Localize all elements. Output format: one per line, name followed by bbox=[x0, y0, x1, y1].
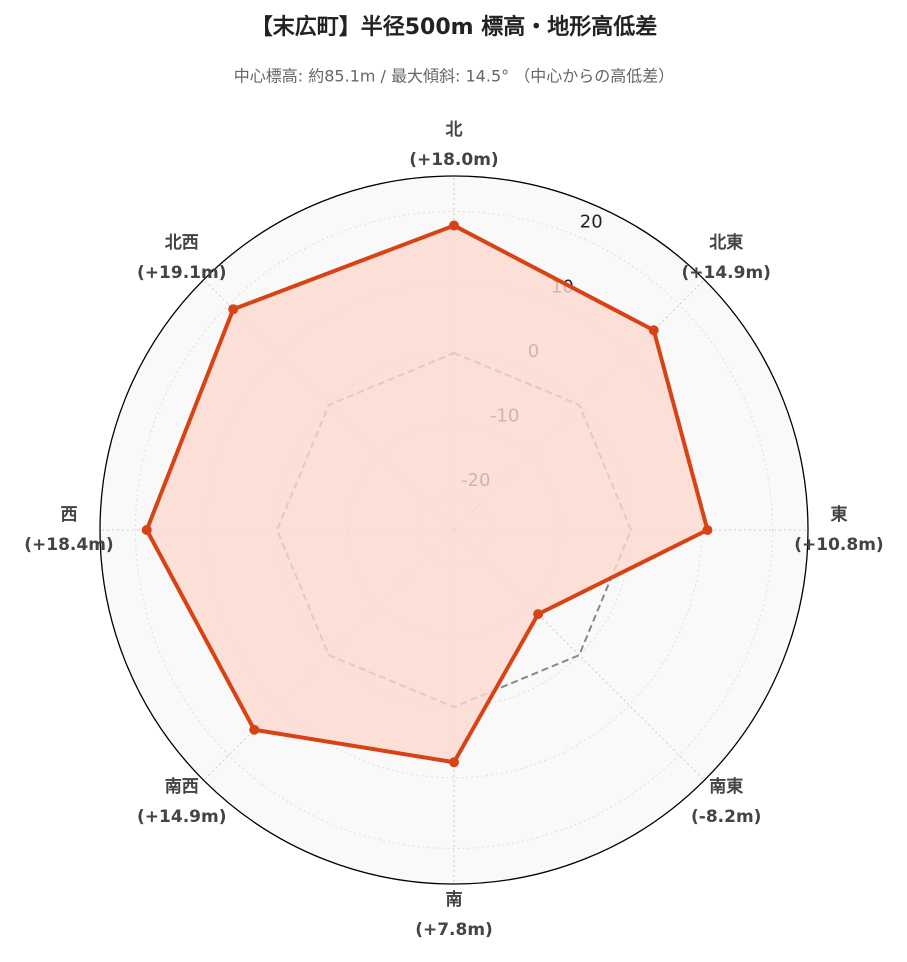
data-point bbox=[249, 724, 260, 735]
value-label: (+14.9m) bbox=[682, 263, 771, 283]
value-label: (+7.8m) bbox=[415, 920, 493, 940]
category-label: 北西 bbox=[165, 233, 199, 253]
plot-border bbox=[99, 175, 809, 885]
category-label: 東 bbox=[831, 504, 848, 525]
chart-title: 【末広町】半径500m 標高・地形高低差 bbox=[251, 14, 658, 40]
value-label: (+18.0m) bbox=[409, 150, 498, 170]
data-point bbox=[648, 325, 659, 336]
category-label: 西 bbox=[61, 505, 78, 525]
chart-subtitle: 中心標高: 約85.1m / 最大傾斜: 14.5° （中心からの高低差） bbox=[234, 67, 674, 86]
data-point bbox=[449, 220, 459, 231]
category-label: 南東 bbox=[709, 776, 743, 797]
spoke bbox=[453, 529, 705, 781]
value-label: (-8.2m) bbox=[691, 807, 761, 827]
value-label: (+14.9m) bbox=[137, 807, 226, 827]
data-point bbox=[141, 525, 152, 535]
data-point bbox=[702, 525, 713, 535]
category-label: 南西 bbox=[165, 776, 199, 797]
grid-circle bbox=[134, 210, 774, 850]
data-point bbox=[228, 304, 239, 315]
data-point bbox=[533, 609, 544, 620]
category-label: 北東 bbox=[709, 232, 743, 253]
data-point bbox=[449, 757, 459, 768]
value-label: (+18.4m) bbox=[24, 535, 113, 555]
category-label: 北 bbox=[446, 120, 463, 140]
r-tick-label: 20 bbox=[580, 212, 603, 233]
value-label: (+19.1m) bbox=[137, 263, 226, 283]
value-label: (+10.8m) bbox=[794, 535, 883, 555]
category-label: 南 bbox=[446, 889, 463, 910]
